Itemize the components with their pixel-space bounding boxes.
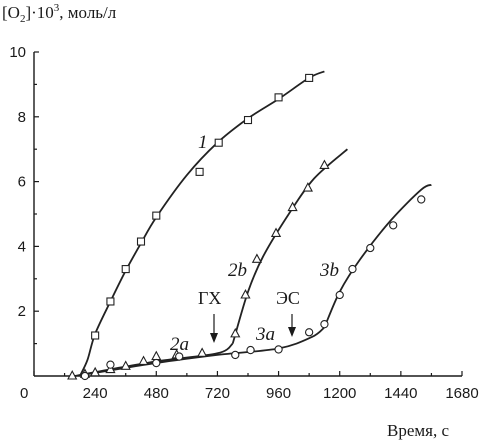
- data-point-square: [106, 297, 115, 306]
- data-point-triangle: [120, 360, 131, 370]
- data-point-square: [136, 237, 146, 246]
- data-point-circle: [389, 221, 398, 230]
- series-label-3a: 3a: [255, 324, 275, 345]
- data-point-circle: [106, 360, 115, 369]
- data-point-triangle: [138, 355, 149, 365]
- arrow-gh-head: [210, 333, 218, 343]
- x-tick-label: 1440: [384, 385, 417, 402]
- data-point-square: [195, 167, 204, 176]
- series-line-1: [79, 70, 325, 377]
- annotation-gh: ГХ: [198, 288, 221, 308]
- series-label-1: 1: [198, 132, 208, 153]
- series-label-3b: 3b: [319, 260, 339, 281]
- x-axis-title: Время, с: [387, 421, 449, 440]
- y-tick-label: 10: [9, 44, 26, 61]
- data-point-circle: [335, 290, 344, 300]
- series-markers: [67, 73, 426, 381]
- series-line-3a: [79, 326, 325, 377]
- y-tick-label: 4: [18, 238, 26, 255]
- data-point-square: [214, 138, 223, 147]
- annotation-arrows: [210, 314, 296, 343]
- data-point-square: [305, 73, 314, 82]
- data-point-circle: [175, 352, 184, 361]
- x-tick-label: 480: [144, 385, 169, 402]
- series-label-2b: 2b: [228, 260, 247, 281]
- x-tick-label: 240: [83, 385, 108, 402]
- series-line-3b: [323, 183, 432, 328]
- data-point-circle: [231, 350, 240, 360]
- data-point-square: [243, 115, 253, 125]
- y-tick-label: 6: [18, 174, 26, 191]
- data-point-circle: [320, 320, 329, 329]
- y-axis-title: [O2]·103, моль/л: [2, 2, 117, 25]
- x-tick-label: 0: [20, 385, 28, 402]
- data-point-triangle: [302, 182, 313, 192]
- data-point-circle: [417, 195, 426, 204]
- y-tick-label: 2: [18, 303, 26, 320]
- data-point-circle: [274, 345, 283, 354]
- data-point-circle: [80, 371, 90, 381]
- data-point-circle: [152, 358, 161, 368]
- series-curves: [74, 70, 432, 377]
- data-point-circle: [304, 328, 314, 337]
- data-point-triangle: [230, 327, 241, 338]
- data-point-circle: [348, 264, 357, 274]
- x-tick-label: 1200: [323, 385, 356, 402]
- data-point-square: [274, 93, 283, 102]
- data-point-triangle: [197, 347, 208, 357]
- data-point-triangle: [270, 227, 282, 237]
- x-tick-label: 1680: [445, 385, 478, 402]
- data-point-square: [91, 331, 100, 340]
- data-point-triangle: [319, 159, 330, 169]
- data-point-triangle: [251, 253, 263, 263]
- y-tick-label: 8: [18, 109, 26, 126]
- data-point-triangle: [67, 370, 78, 380]
- data-point-square: [121, 265, 130, 274]
- data-point-triangle: [287, 201, 298, 212]
- arrow-es-head: [288, 327, 296, 337]
- x-tick-label: 960: [266, 385, 291, 402]
- data-point-triangle: [90, 366, 101, 377]
- data-point-circle: [366, 243, 375, 253]
- data-point-triangle: [240, 289, 251, 299]
- data-point-triangle: [151, 350, 162, 361]
- data-point-circle: [246, 345, 255, 355]
- series-label-2a: 2a: [170, 334, 189, 355]
- ticks: 0 240 480 720 960 1200 1440 1680 2 4 6 8 10: [9, 44, 478, 402]
- annotation-es: ЭС: [276, 288, 300, 308]
- x-tick-label: 720: [205, 385, 230, 402]
- data-point-square: [152, 211, 161, 220]
